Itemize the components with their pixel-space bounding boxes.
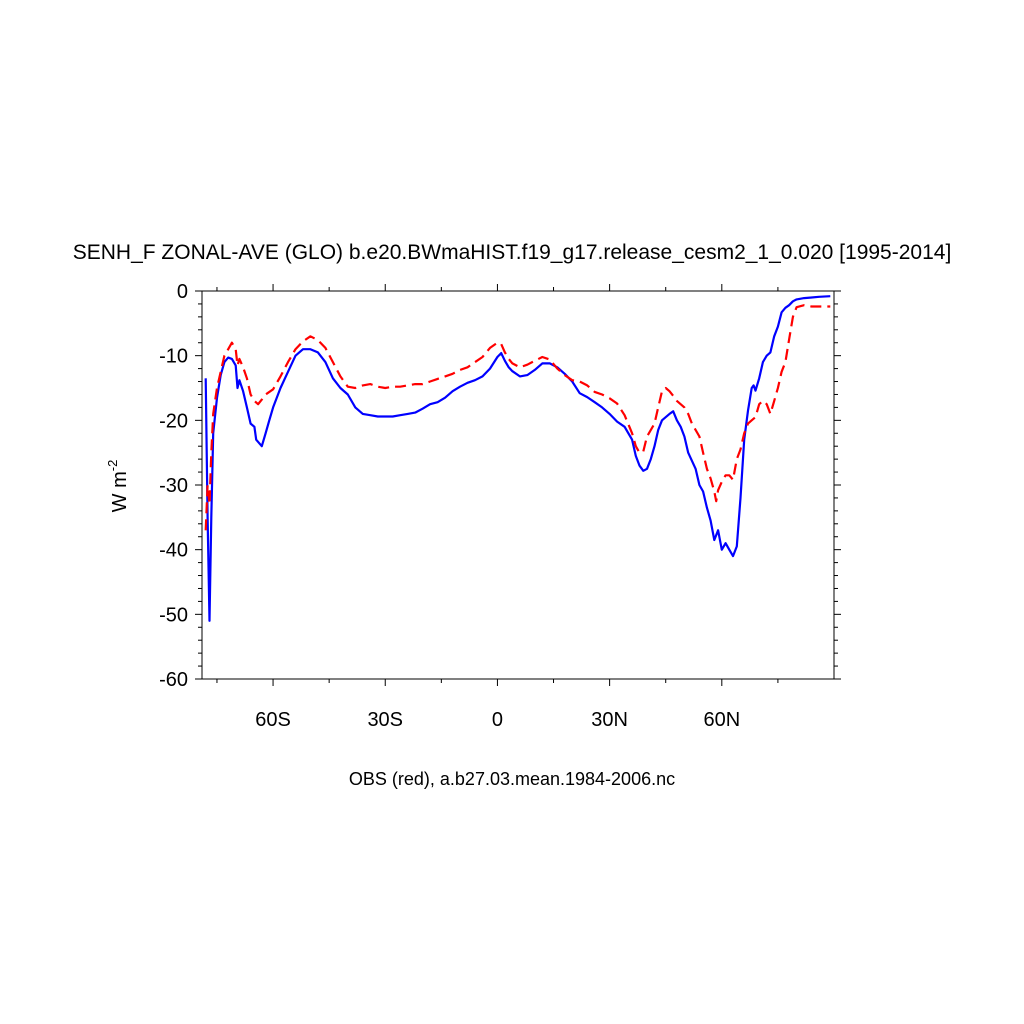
major-ticks xyxy=(195,284,841,686)
y-axis-label-superscript: -2 xyxy=(105,460,120,472)
series-line-model-blue-solid xyxy=(204,295,831,622)
x-axis-label: OBS (red), a.b27.03.mean.1984-2006.nc xyxy=(349,769,675,789)
series-line-obs-red-dashed xyxy=(204,304,831,531)
y-axis-label: W m-2 xyxy=(105,460,131,513)
y-tick-label: -40 xyxy=(159,540,188,562)
y-tick-label: -30 xyxy=(159,475,188,497)
y-tick-label: 0 xyxy=(177,281,188,303)
y-tick-label: -10 xyxy=(159,346,188,368)
y-tick-labels: 0 -10 -20 -30 -40 -50 -60 xyxy=(159,281,188,691)
minor-ticks xyxy=(198,287,838,683)
x-tick-label: 0 xyxy=(492,709,503,731)
y-tick-label: -60 xyxy=(159,669,188,691)
chart-title: SENH_F ZONAL-AVE (GLO) b.e20.BWmaHIST.f1… xyxy=(73,241,952,264)
x-tick-label: 30S xyxy=(367,709,403,731)
x-tick-labels: 60S 30S 0 30N 60N xyxy=(255,709,740,731)
series-lines xyxy=(204,295,831,622)
x-tick-label: 60N xyxy=(703,709,740,731)
y-tick-label: -20 xyxy=(159,410,188,432)
y-axis-label-main: W m xyxy=(109,471,131,512)
x-tick-label: 60S xyxy=(255,709,291,731)
x-tick-label: 30N xyxy=(591,709,628,731)
y-tick-label: -50 xyxy=(159,604,188,626)
